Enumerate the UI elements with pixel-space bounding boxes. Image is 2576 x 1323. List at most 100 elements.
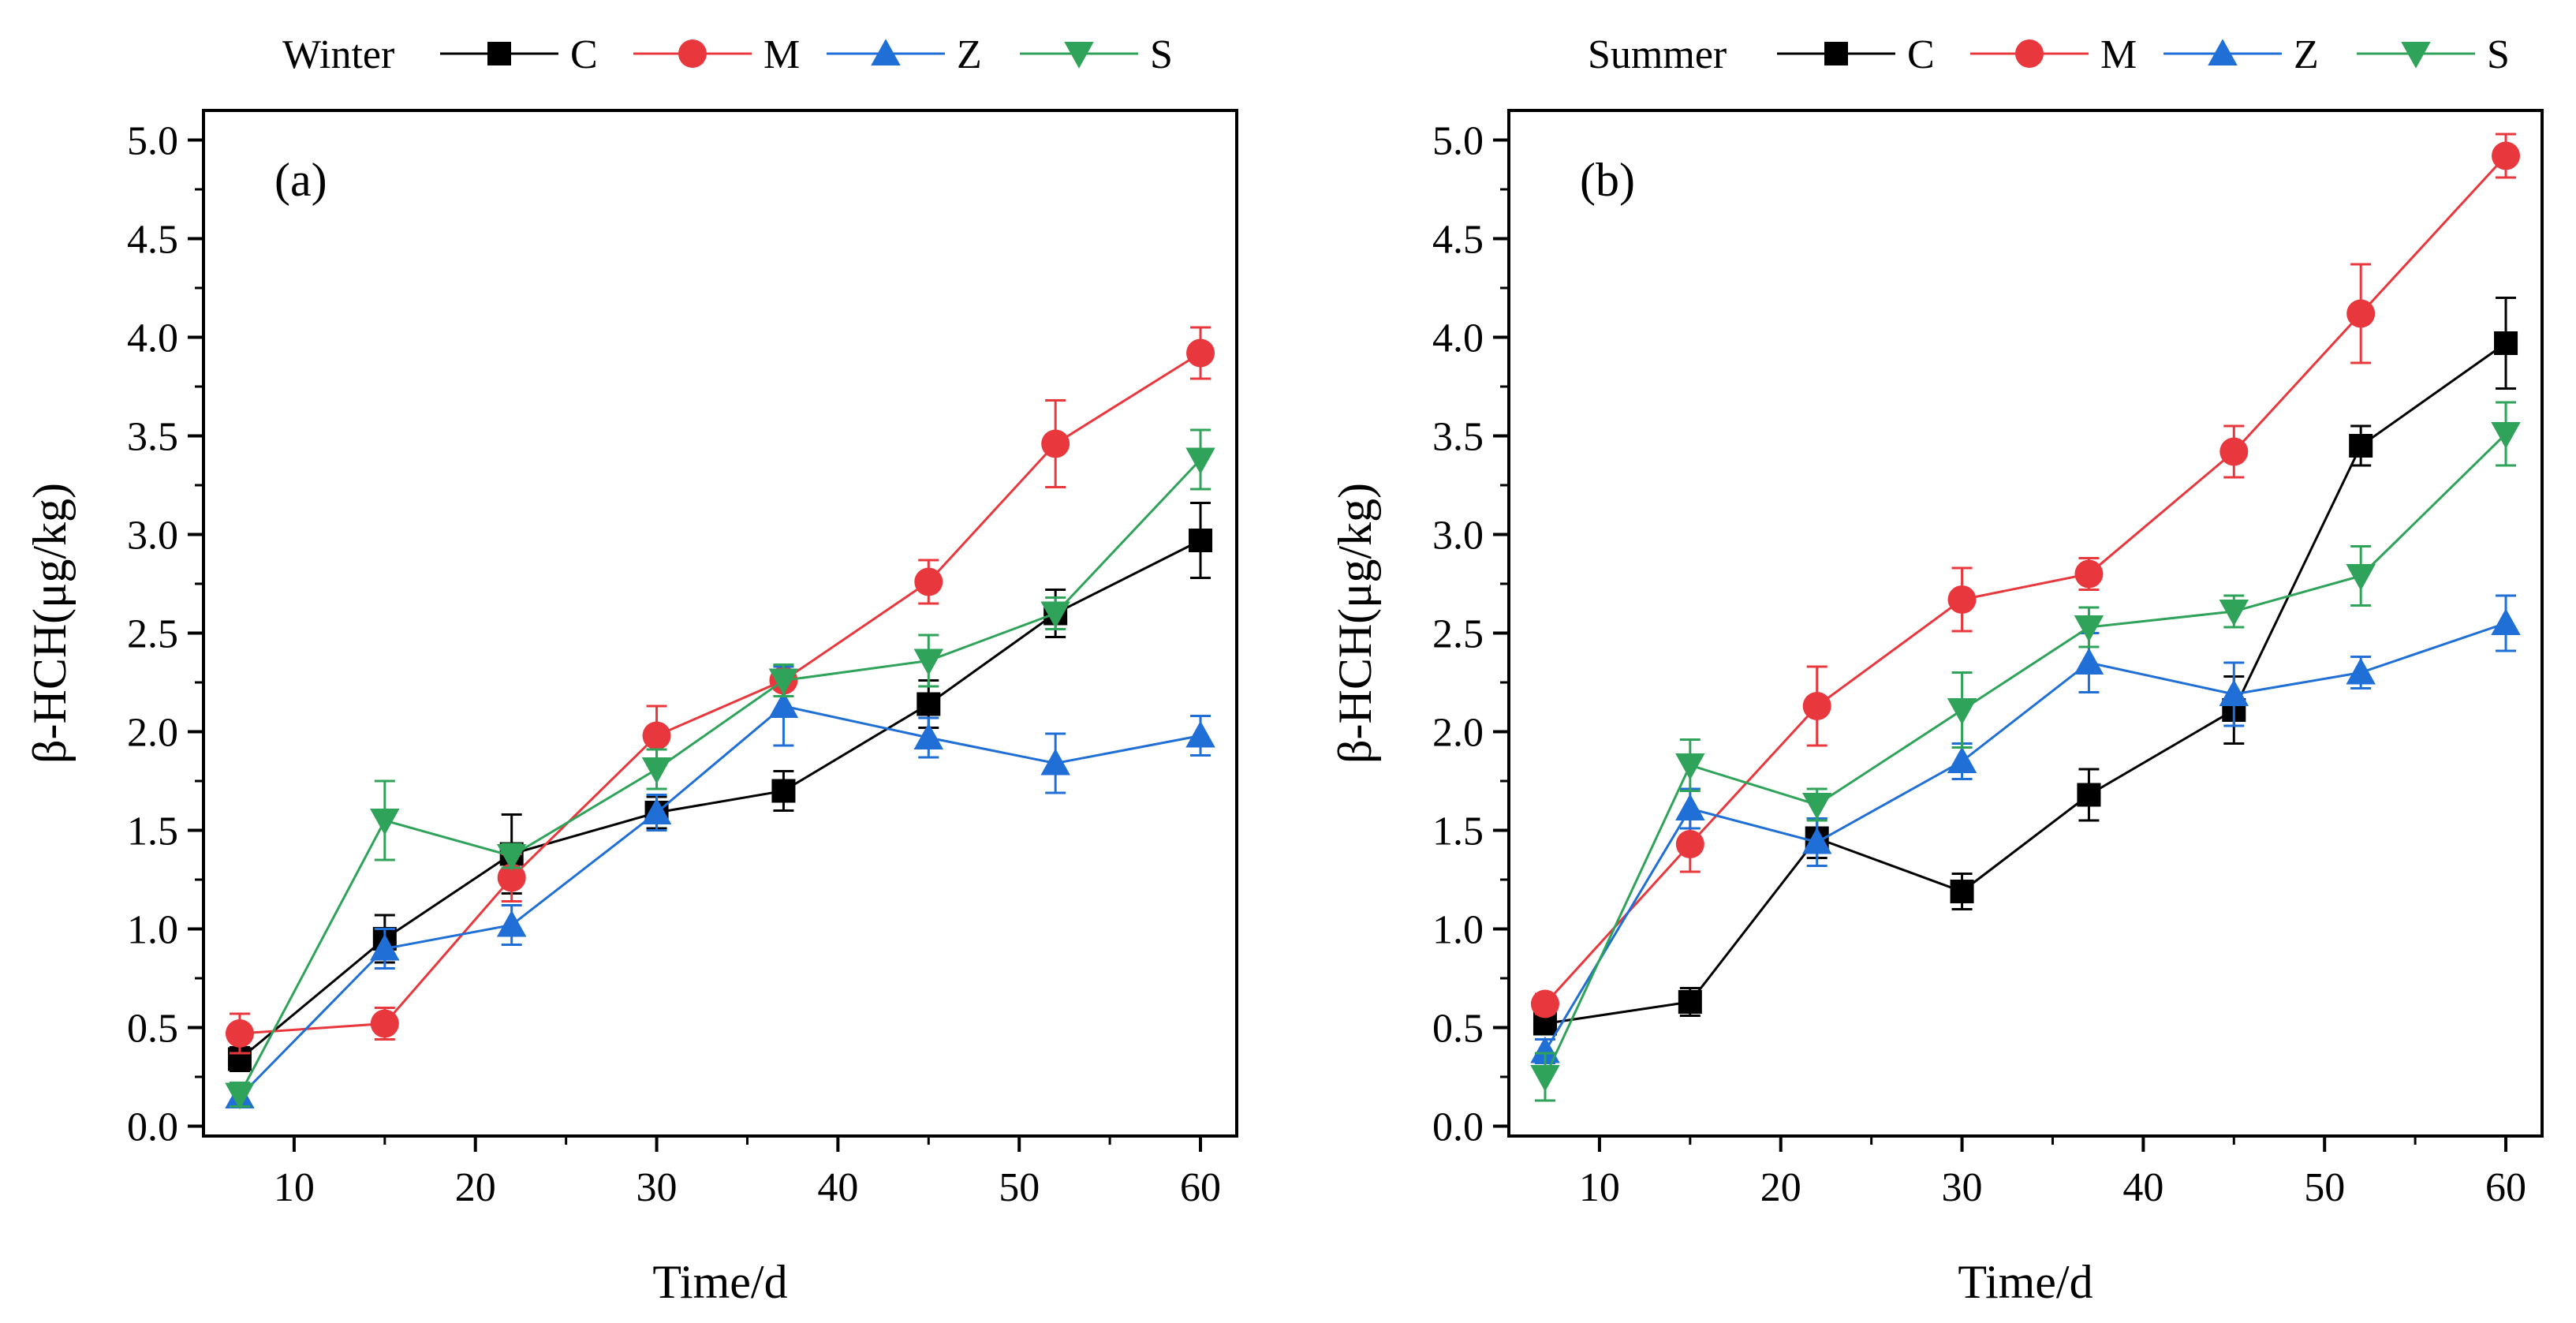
legend-title: Summer [1588,32,1727,77]
x-tick-label: 30 [1942,1165,1983,1210]
data-point-S [641,757,672,784]
data-point-Z [1040,748,1070,775]
y-axis-label: β-HCH(μg/kg) [1329,483,1381,764]
data-point-S [768,668,799,696]
data-point-M [1530,989,1559,1018]
legend-label-Z: Z [957,32,982,77]
data-point-Z [1801,827,1832,854]
y-tick-label: 0.0 [127,1105,178,1150]
series-line-Z [238,704,1201,1098]
data-point-S [913,648,944,676]
panel-label: (a) [274,154,327,206]
data-point-M [1947,585,1977,614]
series-C [227,502,1213,1072]
x-tick-label: 50 [2304,1165,2345,1210]
y-tick-label: 2.5 [127,612,178,657]
data-point-Z [1185,720,1215,748]
series-line-S [1544,432,2507,1078]
series-Z [225,665,1215,1108]
legend-marker-Z [2208,39,2238,65]
data-point-S [496,844,527,871]
series-line-M [1544,155,2507,1005]
y-tick-label: 3.5 [1432,415,1484,460]
series-line-Z [1544,622,2507,1052]
data-point-M [2492,141,2521,170]
y-axis-label: β-HCH(μg/kg) [24,483,76,764]
data-point-Z [2346,657,2376,685]
x-tick-label: 20 [455,1165,496,1210]
data-point-Z [496,910,527,937]
legend-a: Winter C M Z S [282,32,1173,77]
data-point-M [2346,299,2376,328]
legend-marker-S [2401,42,2431,69]
series-S [1530,401,2521,1102]
data-point-Z [913,723,944,749]
y-tick-label: 4.5 [127,218,178,263]
data-point-Z [370,933,400,961]
data-point-S [1185,447,1215,475]
series-line-S [238,458,1202,1096]
y-tick-label: 3.0 [127,514,178,559]
legend-label-M: M [2100,32,2137,77]
data-point-M [225,1019,254,1048]
panel-a: 0.0 0.5 1.0 1.5 2.0 2.5 3.0 3.5 4.0 4.5 5.0 10 20 30 4… [24,32,1238,1308]
data-point-S [370,809,400,835]
data-point-C [917,692,941,716]
data-point-S [1040,601,1070,629]
y-tick-label: 0.0 [1432,1105,1484,1150]
legend-label-M: M [763,32,800,77]
panel-b: 0.0 0.5 1.0 1.5 2.0 2.5 3.0 3.5 4.0 4.5 5.0 10 20 30 4… [1329,32,2544,1308]
legend-marker-Z [871,39,901,65]
data-point-Z [1675,794,1705,820]
x-tick-label: 10 [1579,1165,1620,1210]
y-tick-label: 5.0 [127,119,178,164]
y-tick-label: 1.0 [1432,908,1484,953]
data-point-M [642,721,671,750]
data-point-C [2349,434,2373,458]
y-tick-label: 4.0 [127,316,178,361]
panel-label: (b) [1580,154,1635,206]
data-point-C [1189,529,1213,552]
legend-label-S: S [1150,32,1173,77]
y-tick-label: 0.5 [1432,1007,1484,1052]
data-point-Z [768,691,799,718]
data-point-Z [641,798,672,824]
data-point-S [1675,753,1705,780]
data-point-S [2219,600,2249,626]
plot-frame-b [1507,109,2544,1138]
y-tick-label: 2.0 [1432,711,1484,756]
plot-frame-a [202,109,1238,1138]
data-point-M [1802,692,1831,720]
legend-b: Summer C M Z S [1588,32,2510,77]
legend-marker-C [1824,42,1848,65]
data-point-S [2074,615,2104,642]
data-point-M [2074,559,2104,589]
data-point-C [771,779,796,803]
y-tick-label: 1.5 [127,809,178,854]
series-M [1530,133,2521,1018]
y-tick-label: 0.5 [127,1007,178,1052]
y-tick-label: 3.5 [127,415,178,460]
y-tick-label: 3.0 [1432,514,1484,559]
x-tick-label: 60 [1180,1165,1221,1210]
x-tick-label: 40 [2122,1165,2163,1210]
data-point-Z [1947,746,1977,773]
data-point-C [2077,783,2101,807]
series-line-C [239,539,1201,1060]
data-point-M [1186,338,1215,368]
data-point-C [1678,990,1702,1014]
y-tick-label: 4.5 [1432,218,1484,263]
x-tick-label: 50 [999,1165,1040,1210]
x-axis-label: Time/d [1958,1256,2093,1308]
data-point-S [2346,564,2376,591]
y-tick-label: 2.5 [1432,612,1484,657]
legend-marker-M [678,39,707,68]
data-point-M [1041,429,1070,458]
series-S [225,428,1215,1110]
data-point-C [2494,331,2518,355]
y-tick-label: 1.0 [127,908,178,953]
series-line-C [1544,342,2507,1025]
legend-marker-S [1064,42,1094,69]
data-point-C [1950,880,1974,903]
data-point-Z [2074,648,2104,675]
